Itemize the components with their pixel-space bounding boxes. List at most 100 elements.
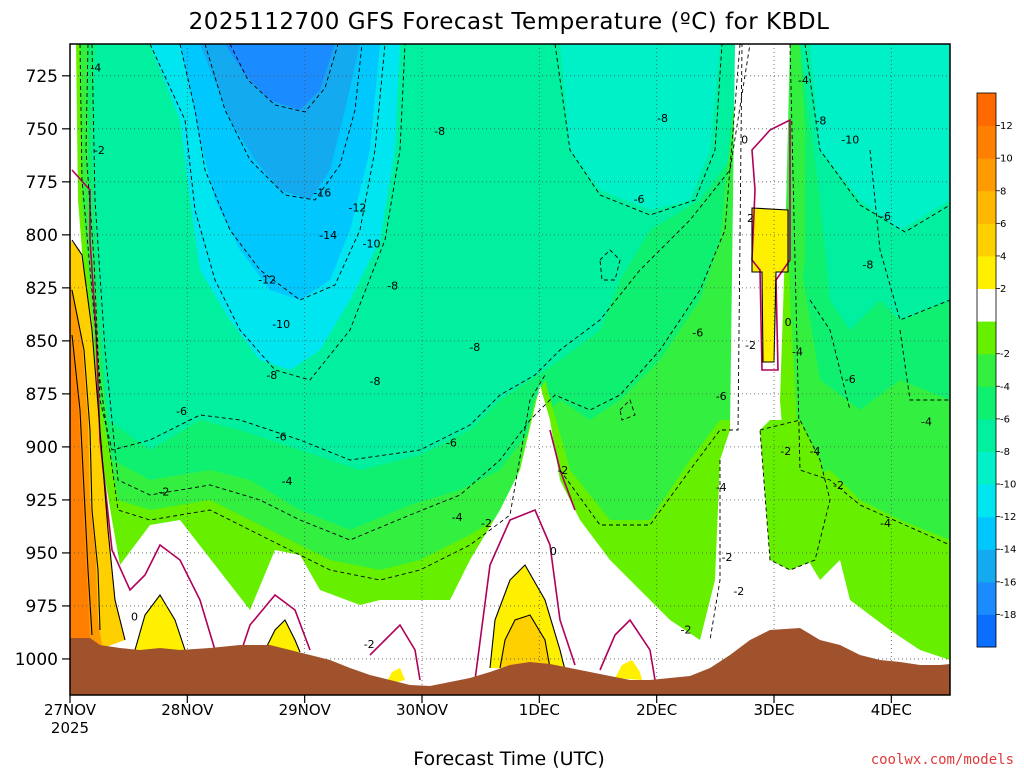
colorbar-segment bbox=[977, 614, 996, 648]
colorbar-label: -12 bbox=[1000, 512, 1016, 523]
colorbar-label: -16 bbox=[1000, 577, 1016, 588]
colorbar-segment bbox=[977, 321, 996, 355]
region-warm-blob-2 bbox=[265, 620, 300, 652]
region-upper-green-col bbox=[790, 44, 805, 330]
contour-label: -6 bbox=[880, 210, 891, 223]
contour-label: -16 bbox=[313, 186, 331, 199]
terrain bbox=[70, 628, 950, 695]
contour-label: -4 bbox=[810, 445, 821, 458]
contour-label: -2 bbox=[722, 551, 733, 564]
x-tick-label: 4DEC bbox=[871, 701, 912, 719]
contour-label: -10 bbox=[272, 318, 290, 331]
x-tick-label: 1DEC bbox=[519, 701, 560, 719]
colorbar-segment bbox=[977, 288, 996, 322]
colorbar-segment bbox=[977, 549, 996, 583]
contour-label: -2 bbox=[733, 585, 744, 598]
x-tick-label: 28NOV bbox=[161, 701, 214, 719]
x-tick-label: 29NOV bbox=[279, 701, 332, 719]
contour-label: -8 bbox=[266, 369, 277, 382]
colorbar-label: 12 bbox=[1000, 121, 1013, 132]
contour-label: -6 bbox=[276, 430, 287, 443]
grid-lines bbox=[70, 44, 950, 695]
contour-label: -4 bbox=[921, 415, 932, 428]
colorbar-segment bbox=[977, 255, 996, 290]
plot-area: -4 -2 -16 -12 -14 -10 -12 -8 -10 -8 -8 -8 -6 -6 -6 -4 -2… bbox=[70, 44, 950, 695]
contour-label: -2 bbox=[681, 623, 692, 636]
region-warm-column bbox=[752, 208, 788, 362]
colorbar-segment bbox=[977, 93, 996, 127]
x-tick-label: 30NOV bbox=[396, 701, 449, 719]
contour-label: -2 bbox=[745, 339, 756, 352]
x-axis-label: Forecast Time (UTC) bbox=[413, 748, 604, 768]
y-tick-label: 925 bbox=[26, 491, 58, 511]
colorbar-label: -14 bbox=[1000, 545, 1016, 556]
x-tick-label: 27NOV bbox=[44, 701, 97, 719]
y-tick-label: 850 bbox=[26, 332, 58, 352]
colorbar-segment bbox=[977, 484, 996, 518]
contour-labels: -4 -2 -16 -12 -14 -10 -12 -8 -10 -8 -8 -8 -6 -6 -6 -4 -2… bbox=[90, 61, 932, 651]
contour-label: -4 bbox=[792, 345, 803, 358]
plot-border bbox=[69, 43, 951, 696]
colorbar-segment bbox=[977, 125, 996, 159]
region-lowercolumn-green bbox=[760, 420, 830, 570]
contour-label: 0 bbox=[131, 611, 138, 624]
y-tick-label: 900 bbox=[26, 438, 58, 458]
contour-label: -6 bbox=[176, 405, 187, 418]
colorbar-label: 8 bbox=[1000, 186, 1006, 197]
contour-label: -6 bbox=[692, 326, 703, 339]
colorbar-label: 10 bbox=[1000, 154, 1013, 165]
contour-label: 2 bbox=[747, 212, 754, 225]
y-tick-label: 1000 bbox=[15, 650, 58, 670]
contour-label: -8 bbox=[370, 375, 381, 388]
colorbar-segment bbox=[977, 581, 996, 615]
colorbar-segment bbox=[977, 451, 996, 485]
contour-label: -2 bbox=[94, 144, 105, 157]
contour-label: -6 bbox=[446, 437, 457, 450]
y-tick-label: 875 bbox=[26, 385, 58, 405]
contour-label: -12 bbox=[258, 273, 276, 286]
contour-label: -2 bbox=[158, 485, 169, 498]
positive-contours bbox=[71, 207, 789, 671]
contour-label: -4 bbox=[90, 61, 101, 74]
region-cold-nw bbox=[560, 44, 720, 210]
contour-label: -8 bbox=[469, 341, 480, 354]
contour-label: -14 bbox=[319, 229, 337, 242]
contour-label: -2 bbox=[364, 638, 375, 651]
contour-label: -4 bbox=[880, 517, 891, 530]
contour-label: -2 bbox=[833, 479, 844, 492]
colorbar-label: -2 bbox=[1000, 349, 1010, 360]
y-tick-label: 750 bbox=[26, 120, 58, 140]
region-warm-left-deep bbox=[70, 330, 90, 650]
contour-label: -8 bbox=[387, 280, 398, 293]
credit-text: coolwx.com/models bbox=[871, 752, 1014, 768]
colorbar: -18 -16 -14 -12 -10 -8 -6 -4 -2 2 4 6 8 10 12 bbox=[976, 92, 1016, 648]
y-tick-label: 725 bbox=[26, 67, 58, 87]
colorbar-segment bbox=[977, 386, 996, 420]
contour-label: 0 bbox=[785, 316, 792, 329]
colorbar-segment bbox=[977, 190, 996, 224]
region-warm-blob-1 bbox=[135, 595, 185, 650]
contour-label: -8 bbox=[862, 259, 873, 272]
contour-label: -10 bbox=[363, 237, 381, 250]
x-tick-label: 3DEC bbox=[753, 701, 794, 719]
contour-label: 0 bbox=[550, 545, 557, 558]
y-axis: 725 750 775 800 825 850 875 900 925 950 975 1000 bbox=[15, 67, 70, 670]
contour-label: -8 bbox=[657, 112, 668, 125]
colorbar-label: -4 bbox=[1000, 382, 1010, 393]
contour-label: -6 bbox=[634, 193, 645, 206]
contour-label: -10 bbox=[841, 133, 859, 146]
contour-label: -2 bbox=[780, 445, 791, 458]
colorbar-label: 4 bbox=[1000, 251, 1006, 262]
negative-contours bbox=[79, 44, 950, 641]
region-cold-ne bbox=[810, 44, 950, 230]
contour-label: -2 bbox=[557, 464, 568, 477]
chart-title: 2025112700 GFS Forecast Temperature (ºC)… bbox=[189, 9, 830, 35]
colorbar-segment bbox=[977, 223, 996, 257]
colorbar-label: -6 bbox=[1000, 414, 1010, 425]
colorbar-segment bbox=[977, 158, 996, 192]
x-tick-label: 2025 bbox=[51, 719, 89, 737]
colorbar-label: 2 bbox=[1000, 284, 1006, 295]
y-tick-label: 775 bbox=[26, 173, 58, 193]
